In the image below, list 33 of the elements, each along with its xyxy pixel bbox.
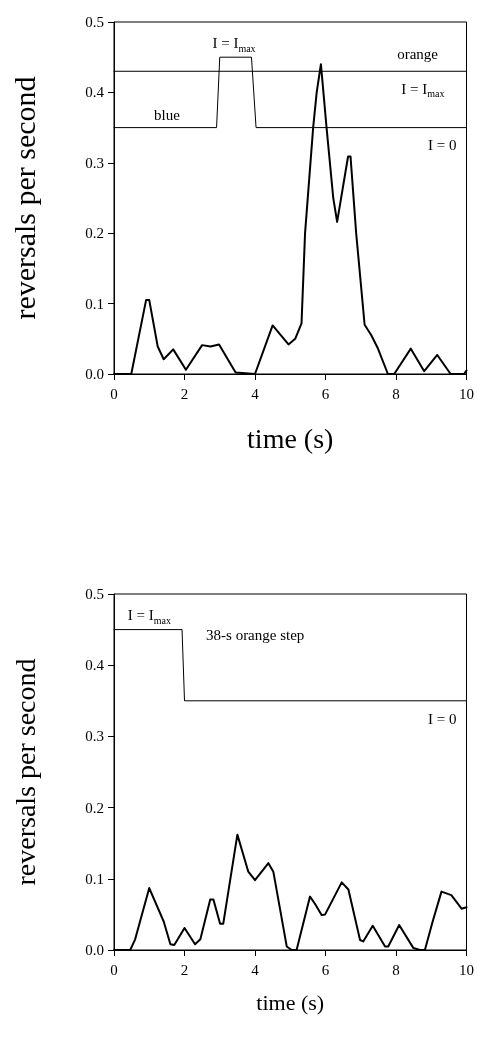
x-axis-title: time (s) bbox=[247, 422, 334, 454]
y-tick-label: 0.2 bbox=[85, 225, 104, 242]
x-tick-label: 2 bbox=[180, 961, 189, 978]
x-tick-label: 4 bbox=[251, 385, 260, 402]
x-axis-title: time (s) bbox=[256, 989, 325, 1015]
x-tick-label: 10 bbox=[459, 961, 474, 978]
x-tick-label: 0 bbox=[110, 385, 118, 402]
annotation: I = 0 bbox=[428, 137, 457, 154]
y-tick-label: 0.4 bbox=[85, 84, 105, 101]
y-axis-title: reversals per second bbox=[9, 658, 41, 886]
x-tick-label: 4 bbox=[251, 961, 260, 978]
y-tick-label: 0.3 bbox=[85, 728, 104, 745]
y-axis-title: reversals per second bbox=[7, 76, 41, 320]
x-tick-label: 2 bbox=[180, 385, 189, 402]
x-tick-label: 0 bbox=[110, 961, 118, 978]
y-tick-label: 0.1 bbox=[85, 295, 104, 312]
annotation: blue bbox=[154, 107, 181, 124]
y-tick-label: 0.1 bbox=[85, 870, 104, 887]
x-tick-label: 10 bbox=[459, 385, 474, 402]
y-tick-label: 0.4 bbox=[85, 657, 105, 674]
x-tick-label: 6 bbox=[321, 961, 330, 978]
y-tick-label: 0.0 bbox=[85, 366, 104, 382]
y-tick-label: 0.3 bbox=[85, 154, 104, 171]
annotation: 38-s orange step bbox=[206, 626, 305, 643]
x-tick-label: 8 bbox=[392, 385, 400, 402]
x-tick-label: 8 bbox=[392, 961, 400, 978]
y-tick-label: 0.0 bbox=[85, 942, 104, 958]
y-tick-label: 0.5 bbox=[85, 586, 104, 602]
annotation: orange bbox=[397, 45, 439, 62]
y-tick-label: 0.5 bbox=[85, 14, 104, 30]
y-tick-label: 0.2 bbox=[85, 799, 104, 816]
annotation: I = 0 bbox=[428, 710, 457, 727]
x-tick-label: 6 bbox=[321, 385, 330, 402]
